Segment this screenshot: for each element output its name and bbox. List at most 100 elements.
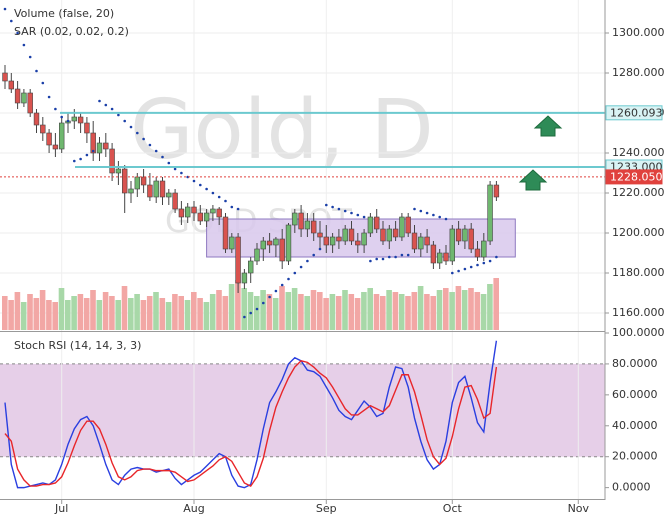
sar-dot xyxy=(287,277,290,281)
sar-dot xyxy=(457,269,460,273)
rsi-line xyxy=(4,340,498,489)
sar-dot xyxy=(262,301,265,305)
y-tick-label: 1280.000 xyxy=(612,66,664,79)
sar-dot xyxy=(117,113,120,117)
volume-bar xyxy=(443,288,449,330)
volume-bar xyxy=(329,294,336,330)
volume-bar xyxy=(39,290,46,330)
sar-dot xyxy=(388,255,391,259)
volume-bar xyxy=(310,290,317,330)
candle-body xyxy=(222,216,229,250)
volume-bar xyxy=(222,296,229,330)
sar-dot xyxy=(444,217,448,221)
volume-bar xyxy=(65,300,71,330)
volume-bar xyxy=(411,292,418,330)
volume-bar xyxy=(102,292,109,330)
candle-body xyxy=(153,180,159,198)
y-tick-label: 1240.000 xyxy=(612,146,664,159)
volume-bar xyxy=(386,290,392,330)
sar-dot xyxy=(312,253,316,257)
sar-dot xyxy=(413,207,416,211)
volume-bar xyxy=(405,296,411,330)
volume-bar xyxy=(323,298,329,330)
sar-dot xyxy=(91,149,95,153)
y-tick-label: 20.0000 xyxy=(612,450,658,463)
volume-bar xyxy=(165,302,172,330)
volume-bar xyxy=(209,294,216,330)
volume-bar xyxy=(342,290,348,330)
candle-body xyxy=(361,232,367,246)
volume-bar xyxy=(247,292,254,330)
volume-bar xyxy=(146,296,153,330)
candle-body xyxy=(329,236,336,246)
y-tick-label: 1220.000 xyxy=(612,186,664,199)
candle-body xyxy=(348,228,355,242)
sar-dot xyxy=(451,271,454,275)
volume-bar xyxy=(235,280,241,330)
candle-body xyxy=(21,92,27,104)
volume-bar xyxy=(361,292,367,330)
volume-bar xyxy=(392,292,399,330)
sar-dot xyxy=(22,43,26,47)
level-label: 1228.050 xyxy=(610,170,663,183)
sar-dot xyxy=(230,205,234,209)
volume-bar xyxy=(298,294,304,330)
volume-bar xyxy=(417,286,424,330)
sar-dot xyxy=(249,311,252,315)
volume-bar xyxy=(109,296,115,330)
sar-dot xyxy=(350,211,353,215)
candle-body xyxy=(493,184,500,198)
candle-body xyxy=(52,144,59,150)
candle-body xyxy=(298,212,304,230)
candle-body xyxy=(481,240,487,258)
candle-body xyxy=(197,212,203,222)
candle-body xyxy=(273,238,279,246)
sar-dot xyxy=(60,115,63,119)
sar-dot xyxy=(211,191,215,195)
volume-bar xyxy=(121,286,128,330)
sar-dot xyxy=(438,215,442,219)
sar-dot xyxy=(79,157,82,161)
candle-body xyxy=(128,188,134,194)
sar-dot xyxy=(217,195,221,199)
sar-dot xyxy=(98,99,101,103)
candle-body xyxy=(266,240,273,246)
candle-body xyxy=(285,224,292,262)
volume-bar xyxy=(58,288,65,330)
candle-body xyxy=(292,212,298,226)
candle-body xyxy=(424,236,430,246)
sar-dot xyxy=(343,209,347,213)
candle-body xyxy=(191,206,197,214)
volume-bar xyxy=(96,300,103,330)
volume-bar xyxy=(46,300,52,330)
candle-body xyxy=(487,184,493,242)
candle-body xyxy=(2,72,8,82)
x-tick-label: Oct xyxy=(443,502,463,515)
legend-item: Volume (false, 20) xyxy=(14,7,114,20)
sar-dot xyxy=(425,211,429,215)
sar-dot xyxy=(205,187,208,191)
candle-body xyxy=(40,124,46,134)
candle-body xyxy=(147,184,153,198)
candle-body xyxy=(14,88,21,104)
candle-body xyxy=(185,206,191,218)
sar-dot xyxy=(419,209,423,213)
volume-bar xyxy=(354,298,361,330)
candle-body xyxy=(27,92,33,114)
y-tick-label: 40.0000 xyxy=(612,419,658,432)
volume-bar xyxy=(487,284,493,330)
sar-dot xyxy=(381,257,385,261)
y-tick-label: 60.0000 xyxy=(612,388,658,401)
sar-dot xyxy=(463,267,467,271)
candle-body xyxy=(241,272,248,284)
candle-body xyxy=(109,148,115,174)
candle-body xyxy=(84,122,90,134)
volume-bar xyxy=(436,290,443,330)
candle-body xyxy=(323,236,329,246)
volume-bar xyxy=(367,288,373,330)
candle-body xyxy=(411,232,418,250)
sar-dot xyxy=(16,31,19,35)
watermark: Gold, D xyxy=(130,83,434,178)
